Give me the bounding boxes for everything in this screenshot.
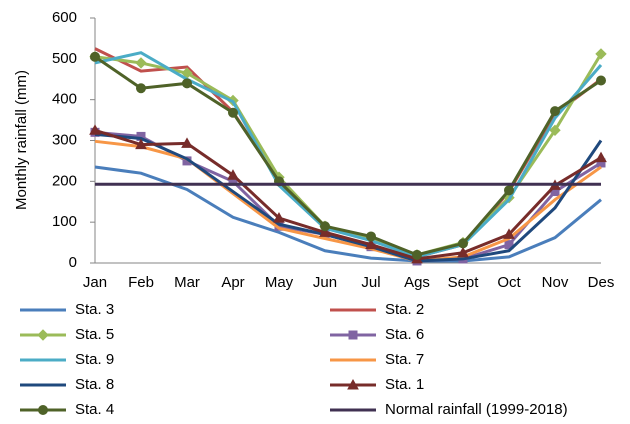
series-line bbox=[94, 128, 602, 261]
data-point bbox=[365, 238, 377, 250]
x-tick-label: Des bbox=[588, 274, 615, 291]
legend-label: Sta. 6 bbox=[385, 326, 424, 343]
y-tick-label: 300 bbox=[52, 131, 77, 148]
series-line bbox=[94, 165, 602, 263]
legend-label: Normal rainfall (1999-2018) bbox=[385, 401, 568, 418]
legend-label: Sta. 9 bbox=[75, 351, 114, 368]
legend-label: Sta. 8 bbox=[75, 376, 114, 393]
legend-label: Sta. 1 bbox=[385, 376, 424, 393]
x-tick-label: Oct bbox=[497, 274, 521, 291]
data-point bbox=[457, 246, 469, 258]
y-tick-label: 400 bbox=[52, 91, 77, 108]
data-point bbox=[596, 75, 606, 86]
data-point bbox=[227, 169, 239, 180]
data-point bbox=[320, 221, 330, 232]
data-point bbox=[135, 57, 147, 69]
data-point bbox=[90, 51, 100, 62]
x-tick-label: Jun bbox=[313, 274, 337, 291]
series-line bbox=[94, 51, 603, 259]
y-tick-label: 500 bbox=[52, 50, 77, 67]
legend-label: Sta. 7 bbox=[385, 351, 424, 368]
data-point bbox=[504, 240, 514, 250]
x-tick-label: May bbox=[265, 274, 294, 291]
data-point bbox=[319, 226, 331, 237]
data-point bbox=[136, 83, 146, 94]
x-tick-label: Nov bbox=[542, 274, 569, 291]
data-point bbox=[89, 124, 101, 135]
data-point bbox=[412, 249, 422, 260]
legend-label: Sta. 4 bbox=[75, 401, 114, 418]
x-tick-label: Ags bbox=[404, 274, 430, 291]
data-point bbox=[550, 106, 560, 117]
legend-marker bbox=[37, 329, 49, 341]
legend-label: Sta. 2 bbox=[385, 301, 424, 318]
x-tick-label: Feb bbox=[128, 274, 154, 291]
data-point bbox=[366, 231, 376, 242]
data-point bbox=[181, 137, 193, 148]
data-point bbox=[595, 151, 607, 163]
data-point bbox=[135, 138, 147, 150]
data-point bbox=[503, 228, 515, 239]
x-tick-label: Jan bbox=[83, 274, 107, 291]
legend-marker bbox=[38, 405, 48, 415]
data-point bbox=[549, 124, 561, 136]
y-tick-label: 0 bbox=[69, 254, 77, 271]
y-tick-label: 100 bbox=[52, 213, 77, 230]
data-point bbox=[595, 48, 607, 60]
legend-marker bbox=[347, 378, 359, 390]
series-line bbox=[94, 132, 603, 263]
legend-marker bbox=[348, 330, 358, 340]
x-tick-label: Mar bbox=[174, 274, 200, 291]
data-point bbox=[228, 107, 238, 118]
data-point bbox=[182, 78, 192, 89]
y-tick-label: 200 bbox=[52, 172, 77, 189]
data-point bbox=[504, 185, 514, 196]
legend-label: Sta. 3 bbox=[75, 301, 114, 318]
series-line bbox=[94, 55, 602, 257]
y-axis-label: Monthly rainfall (mm) bbox=[13, 70, 30, 210]
y-tick-label: 600 bbox=[52, 9, 77, 26]
data-point bbox=[273, 212, 285, 223]
x-tick-label: Apr bbox=[221, 274, 244, 291]
data-point bbox=[458, 238, 468, 249]
x-tick-label: Sept bbox=[448, 274, 480, 291]
series-line bbox=[94, 139, 602, 263]
legend-label: Sta. 5 bbox=[75, 326, 114, 343]
x-tick-label: Jul bbox=[361, 274, 380, 291]
